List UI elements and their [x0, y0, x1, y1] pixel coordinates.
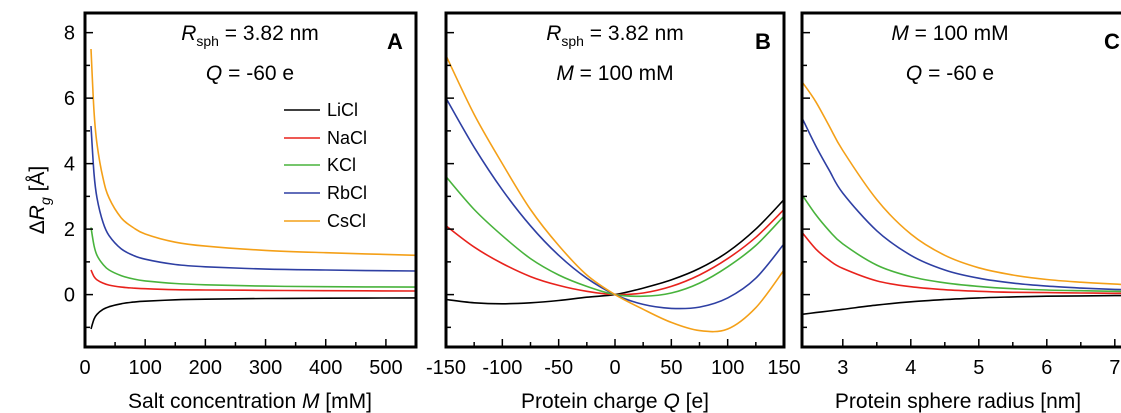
panel-c-x-tick-label: 4 — [905, 357, 916, 379]
panel-c-series-cscl — [802, 81, 1121, 286]
panel-c-annotation-1: M = 100 mM — [891, 22, 1008, 45]
panel-b-letter: B — [755, 29, 771, 54]
panel-b: -150 -100 -50 0 50 100 150 Rsph = 3.82 nm M = … — [426, 11, 801, 413]
panel-a-y-tick-label: 4 — [64, 154, 75, 176]
y-label-unit: [Å] — [26, 166, 49, 198]
panel-b-x-axis-label: Protein charge Q [e] — [521, 390, 709, 413]
legend-label-cscl: CsCl — [327, 211, 366, 231]
panel-c-x-tick-label: 5 — [973, 357, 984, 379]
panel-a-frame — [83, 11, 418, 349]
panel-c: 3 4 5 6 7 M = 100 mM Q = -60 e C Protein sph… — [800, 11, 1121, 413]
y-label-r: R — [26, 205, 49, 220]
legend-label-kcl: KCl — [327, 155, 356, 175]
panel-a-y-tick-label: 8 — [64, 23, 75, 45]
panel-b-annotation-2: M = 100 mM — [556, 62, 673, 85]
panel-b-x-tick-label: 50 — [660, 357, 682, 379]
panel-b-x-tick-label: -50 — [544, 357, 573, 379]
panel-c-series-rbcl — [802, 117, 1121, 291]
panel-a-series-licl — [90, 297, 416, 330]
panel-a-series-rbcl — [90, 125, 416, 272]
panel-a-y-tick-label: 6 — [64, 88, 75, 110]
panel-a-series-cscl — [90, 48, 416, 257]
panel-a-annotation-1: Rsph = 3.82 nm — [181, 22, 319, 49]
panel-a-x-tick-label: 500 — [369, 357, 402, 379]
panel-b-x-tick-label: 0 — [609, 357, 620, 379]
panel-c-series-licl — [802, 294, 1121, 316]
legend-label-nacl: NaCl — [327, 128, 367, 148]
panel-a: 0 100 200 300 400 500 0 2 4 6 8 Rsph = 3.82 nm Q =… — [64, 11, 418, 413]
panel-c-x-tick-label: 7 — [1109, 357, 1120, 379]
panel-a-series-kcl — [90, 227, 416, 288]
panel-b-series-cscl — [446, 55, 784, 333]
panel-c-x-tick-label: 6 — [1041, 357, 1052, 379]
panel-b-series-nacl — [446, 208, 784, 296]
panel-b-frame — [444, 11, 786, 349]
panel-c-series-kcl — [802, 194, 1121, 293]
panel-a-annotation-2: Q = -60 e — [206, 62, 294, 85]
panel-b-x-tick-label: 100 — [711, 357, 744, 379]
panel-a-x-tick-label: 400 — [309, 357, 342, 379]
legend-label-rbcl: RbCl — [327, 183, 367, 203]
panel-b-x-tick-label: -100 — [482, 357, 522, 379]
legend-label-licl: LiCl — [327, 100, 358, 120]
panel-c-annotation-2: Q = -60 e — [906, 62, 994, 85]
panel-c-curves — [802, 81, 1121, 316]
panel-a-x-axis-label: Salt concentration M [mM] — [128, 390, 372, 413]
panel-b-annotation-1: Rsph = 3.82 nm — [546, 22, 684, 49]
panel-b-x-tick-label: 150 — [767, 357, 800, 379]
panel-a-x-tick-label: 200 — [189, 357, 222, 379]
panel-a-series-nacl — [90, 269, 416, 292]
panel-c-x-tick-label: 3 — [837, 357, 848, 379]
panel-a-x-tick-label: 300 — [249, 357, 282, 379]
panel-a-y-tick-label: 0 — [64, 285, 75, 307]
panel-a-x-tick-label: 100 — [128, 357, 161, 379]
panel-a-curves — [90, 48, 416, 330]
panel-a-letter: A — [387, 29, 403, 54]
panel-b-ticks: -150 -100 -50 0 50 100 150 — [426, 31, 801, 379]
panel-b-series-licl — [446, 199, 784, 305]
legend: LiCl NaCl KCl RbCl CsCl — [284, 100, 367, 231]
panel-b-series-kcl — [446, 176, 784, 298]
panel-b-curves — [446, 55, 784, 333]
panel-c-frame — [800, 11, 1121, 349]
panel-c-letter: C — [1104, 29, 1120, 54]
y-label-delta: Δ — [26, 220, 49, 234]
y-axis-label: ΔRg [Å] — [26, 166, 53, 235]
panel-c-series-nacl — [802, 231, 1121, 295]
panel-b-series-rbcl — [446, 97, 784, 310]
panel-a-x-tick-label: 0 — [79, 357, 90, 379]
panel-c-x-axis-label: Protein sphere radius [nm] — [835, 390, 1081, 413]
panel-a-y-tick-label: 2 — [64, 219, 75, 241]
y-label-g: g — [37, 197, 53, 205]
panel-b-x-tick-label: -150 — [426, 357, 466, 379]
